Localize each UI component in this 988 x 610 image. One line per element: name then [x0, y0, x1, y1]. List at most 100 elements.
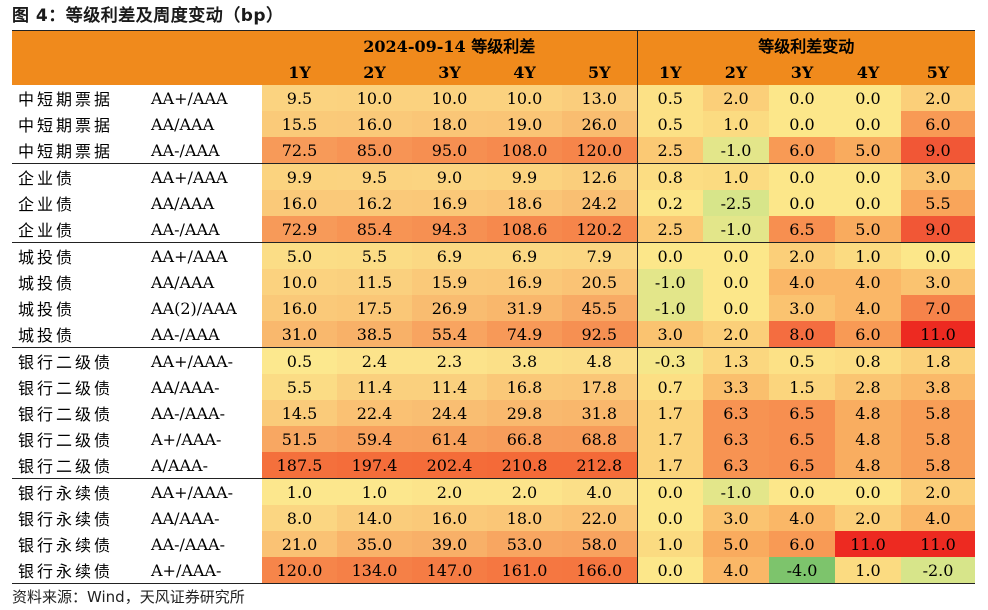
change-cell-1y: 0.0 [637, 505, 703, 531]
spread-cell-4y: 74.9 [487, 321, 562, 348]
spread-cell-3y: 15.9 [412, 269, 487, 295]
spread-cell-2y: 2.4 [337, 347, 412, 374]
change-cell-4y: 0.0 [835, 163, 901, 190]
header-spread-group: 2024-09-14 等级利差 [262, 30, 638, 59]
rating-pair: AA+/AAA [147, 242, 262, 269]
change-cell-2y: -1.0 [703, 137, 769, 164]
spread-cell-4y: 10.0 [487, 85, 562, 111]
spread-cell-1y: 1.0 [262, 478, 337, 505]
bond-category: 企业债 [12, 216, 147, 243]
spread-cell-5y: 120.0 [562, 137, 638, 164]
change-cell-4y: 5.0 [835, 137, 901, 164]
change-cell-3y: 1.5 [769, 374, 835, 400]
change-cell-1y: 0.0 [637, 478, 703, 505]
change-cell-3y: 0.0 [769, 163, 835, 190]
bond-category: 银行二级债 [12, 426, 147, 452]
header-stub [12, 30, 262, 85]
change-cell-4y: 1.0 [835, 242, 901, 269]
change-cell-5y: 11.0 [901, 321, 976, 348]
bond-category: 企业债 [12, 163, 147, 190]
change-cell-2y: 3.3 [703, 374, 769, 400]
change-cell-4y: 4.8 [835, 400, 901, 426]
spread-cell-3y: 24.4 [412, 400, 487, 426]
change-cell-5y: 5.8 [901, 452, 976, 479]
bond-category: 银行二级债 [12, 374, 147, 400]
table-row: 银行二级债 AA+/AAA- 0.5 2.4 2.3 3.8 4.8 -0.3 1.3 0.5 0.… [12, 347, 976, 374]
spread-cell-1y: 15.5 [262, 111, 337, 137]
table-row: 银行二级债 AA-/AAA- 14.5 22.4 24.4 29.8 31.8 1.7 6.3 6… [12, 400, 976, 426]
spread-cell-4y: 6.9 [487, 242, 562, 269]
change-cell-1y: 0.7 [637, 374, 703, 400]
spread-cell-2y: 16.0 [337, 111, 412, 137]
header-term-2y: 2Y [337, 59, 412, 85]
change-cell-2y: 0.0 [703, 295, 769, 321]
bond-category: 城投债 [12, 242, 147, 269]
change-cell-5y: 3.0 [901, 269, 976, 295]
rating-pair: AA-/AAA- [147, 400, 262, 426]
spread-cell-5y: 13.0 [562, 85, 638, 111]
header-change-3y: 3Y [769, 59, 835, 85]
spread-cell-2y: 5.5 [337, 242, 412, 269]
rating-pair: AA/AAA [147, 111, 262, 137]
rating-pair: AA/AAA [147, 190, 262, 216]
change-cell-4y: 4.0 [835, 295, 901, 321]
change-cell-5y: 3.0 [901, 163, 976, 190]
change-cell-3y: 6.5 [769, 400, 835, 426]
header-change-group: 等级利差变动 [637, 30, 976, 59]
spread-cell-2y: 16.2 [337, 190, 412, 216]
table-row: 企业债 AA-/AAA 72.9 85.4 94.3 108.6 120.2 2.5 -1.0 6… [12, 216, 976, 243]
bond-category: 银行永续债 [12, 531, 147, 557]
change-cell-2y: -1.0 [703, 216, 769, 243]
spread-cell-4y: 19.0 [487, 111, 562, 137]
header-term-3y: 3Y [412, 59, 487, 85]
change-cell-1y: -1.0 [637, 295, 703, 321]
change-cell-5y: 5.8 [901, 426, 976, 452]
change-cell-1y: 0.8 [637, 163, 703, 190]
rating-pair: A/AAA- [147, 452, 262, 479]
change-cell-5y: 9.0 [901, 216, 976, 243]
header-term-4y: 4Y [487, 59, 562, 85]
change-cell-2y: 5.0 [703, 531, 769, 557]
change-cell-1y: 0.0 [637, 242, 703, 269]
rating-pair: A+/AAA- [147, 426, 262, 452]
change-cell-2y: 4.0 [703, 557, 769, 584]
spread-cell-3y: 9.0 [412, 163, 487, 190]
change-cell-5y: 4.0 [901, 505, 976, 531]
bond-category: 城投债 [12, 295, 147, 321]
change-cell-1y: 1.7 [637, 400, 703, 426]
spread-cell-1y: 72.9 [262, 216, 337, 243]
change-cell-1y: 1.7 [637, 452, 703, 479]
spread-cell-4y: 108.6 [487, 216, 562, 243]
spread-cell-3y: 26.9 [412, 295, 487, 321]
spread-cell-3y: 11.4 [412, 374, 487, 400]
change-cell-2y: 0.0 [703, 269, 769, 295]
rating-pair: A+/AAA- [147, 557, 262, 584]
spread-cell-1y: 14.5 [262, 400, 337, 426]
spread-cell-3y: 202.4 [412, 452, 487, 479]
change-cell-4y: 0.0 [835, 190, 901, 216]
spread-cell-3y: 61.4 [412, 426, 487, 452]
spread-cell-5y: 92.5 [562, 321, 638, 348]
table-row: 城投债 AA-/AAA 31.0 38.5 55.4 74.9 92.5 3.0 2.0 8.0 6… [12, 321, 976, 348]
spread-cell-1y: 9.5 [262, 85, 337, 111]
spread-cell-2y: 59.4 [337, 426, 412, 452]
rating-pair: AA(2)/AAA [147, 295, 262, 321]
spread-cell-2y: 17.5 [337, 295, 412, 321]
bond-category: 银行永续债 [12, 557, 147, 584]
change-cell-3y: 4.0 [769, 269, 835, 295]
table-row: 中短期票据 AA/AAA 15.5 16.0 18.0 19.0 26.0 0.5 1.0 0.0… [12, 111, 976, 137]
spread-cell-2y: 35.0 [337, 531, 412, 557]
change-cell-4y: 0.8 [835, 347, 901, 374]
change-cell-1y: 0.5 [637, 111, 703, 137]
rating-pair: AA-/AAA [147, 216, 262, 243]
change-cell-4y: 0.0 [835, 478, 901, 505]
change-cell-5y: 11.0 [901, 531, 976, 557]
bond-category: 银行二级债 [12, 347, 147, 374]
spread-cell-2y: 1.0 [337, 478, 412, 505]
change-cell-1y: 0.2 [637, 190, 703, 216]
spread-cell-5y: 4.0 [562, 478, 638, 505]
table-row: 企业债 AA+/AAA 9.9 9.5 9.0 9.9 12.6 0.8 1.0 0.0 0.0 3.… [12, 163, 976, 190]
spread-cell-3y: 95.0 [412, 137, 487, 164]
change-cell-4y: 2.8 [835, 374, 901, 400]
spread-cell-1y: 5.0 [262, 242, 337, 269]
